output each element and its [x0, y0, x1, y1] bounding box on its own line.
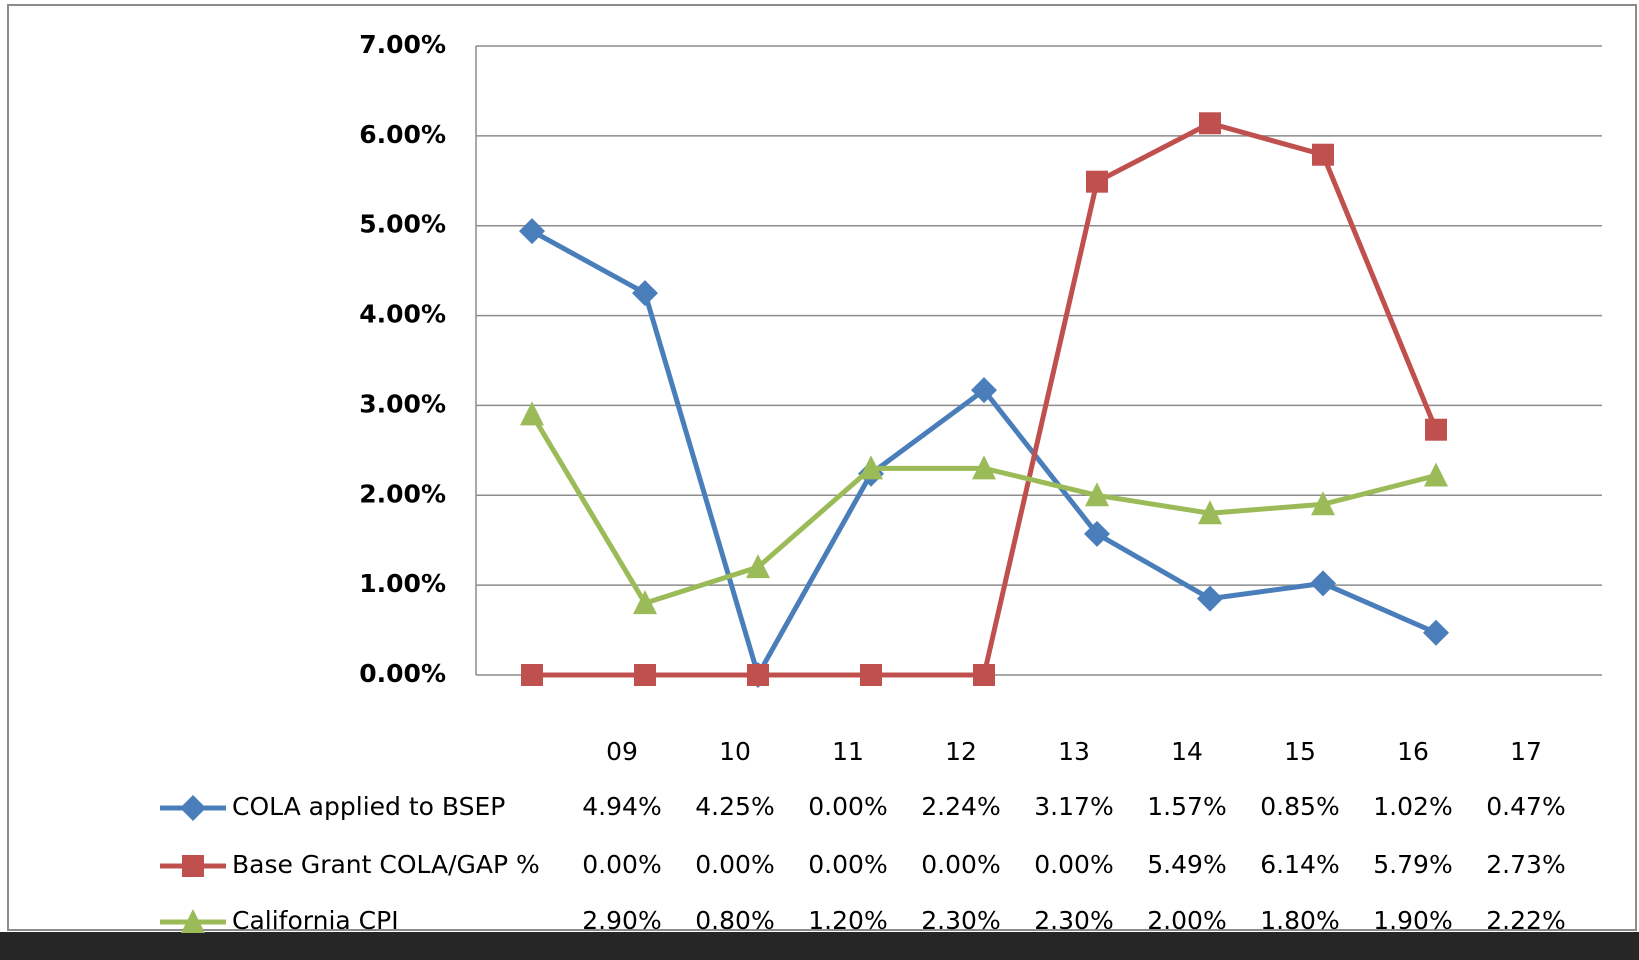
- data-point: [1086, 171, 1108, 193]
- table-header: 16: [1397, 737, 1429, 766]
- table-cell: 1.80%: [1260, 906, 1339, 935]
- table-cell: 0.00%: [582, 850, 661, 879]
- y-tick-label: 4.00%: [359, 300, 446, 329]
- table-cell: 0.47%: [1486, 792, 1565, 821]
- y-tick-label: 2.00%: [359, 479, 446, 508]
- data-point: [973, 664, 995, 686]
- data-point: [1312, 144, 1334, 166]
- table-cell: 1.20%: [808, 906, 887, 935]
- table-cell: 0.00%: [695, 850, 774, 879]
- table-cell: 1.90%: [1373, 906, 1452, 935]
- table-cell: 2.22%: [1486, 906, 1565, 935]
- y-tick-label: 7.00%: [359, 30, 446, 59]
- table-cell: 5.79%: [1373, 850, 1452, 879]
- table-header: 11: [832, 737, 864, 766]
- table-cell: 2.00%: [1147, 906, 1226, 935]
- y-tick-label: 6.00%: [359, 120, 446, 149]
- table-header: 17: [1510, 737, 1542, 766]
- table-cell: 0.85%: [1260, 792, 1339, 821]
- table-header: 15: [1284, 737, 1316, 766]
- table-cell: 1.57%: [1147, 792, 1226, 821]
- table-cell: 3.17%: [1034, 792, 1113, 821]
- table-header: 09: [606, 737, 638, 766]
- table-header: 12: [945, 737, 977, 766]
- data-point: [1425, 419, 1447, 441]
- table-cell: 0.80%: [695, 906, 774, 935]
- table-header: 13: [1058, 737, 1090, 766]
- table-cell: 0.00%: [921, 850, 1000, 879]
- legend-marker: [182, 855, 204, 877]
- y-tick-label: 5.00%: [359, 210, 446, 239]
- y-tick-label: 0.00%: [359, 659, 446, 688]
- data-point: [634, 664, 656, 686]
- table-cell: 2.73%: [1486, 850, 1565, 879]
- table-cell: 0.00%: [808, 792, 887, 821]
- legend-label: COLA applied to BSEP: [232, 792, 505, 821]
- table-cell: 6.14%: [1260, 850, 1339, 879]
- table-cell: 2.90%: [582, 906, 661, 935]
- y-tick-label: 1.00%: [359, 569, 446, 598]
- y-tick-label: 3.00%: [359, 389, 446, 418]
- table-cell: 2.30%: [921, 906, 1000, 935]
- bottom-bar: [0, 932, 1639, 960]
- table-header: 10: [719, 737, 751, 766]
- table-cell: 2.30%: [1034, 906, 1113, 935]
- chart: 0.00% 1.00% 2.00% 3.00% 4.00% 5.00% 6.00% 7.00%…: [0, 0, 1639, 960]
- legend-label: California CPI: [232, 906, 399, 935]
- table-cell: 0.00%: [808, 850, 887, 879]
- table-header: 14: [1171, 737, 1203, 766]
- legend-label: Base Grant COLA/GAP %: [232, 850, 540, 879]
- data-point: [860, 664, 882, 686]
- data-point: [747, 664, 769, 686]
- table-cell: 5.49%: [1147, 850, 1226, 879]
- table-cell: 1.02%: [1373, 792, 1452, 821]
- table-cell: 4.94%: [582, 792, 661, 821]
- table-cell: 4.25%: [695, 792, 774, 821]
- table-cell: 0.00%: [1034, 850, 1113, 879]
- data-point: [1199, 112, 1221, 134]
- table-cell: 2.24%: [921, 792, 1000, 821]
- data-point: [521, 664, 543, 686]
